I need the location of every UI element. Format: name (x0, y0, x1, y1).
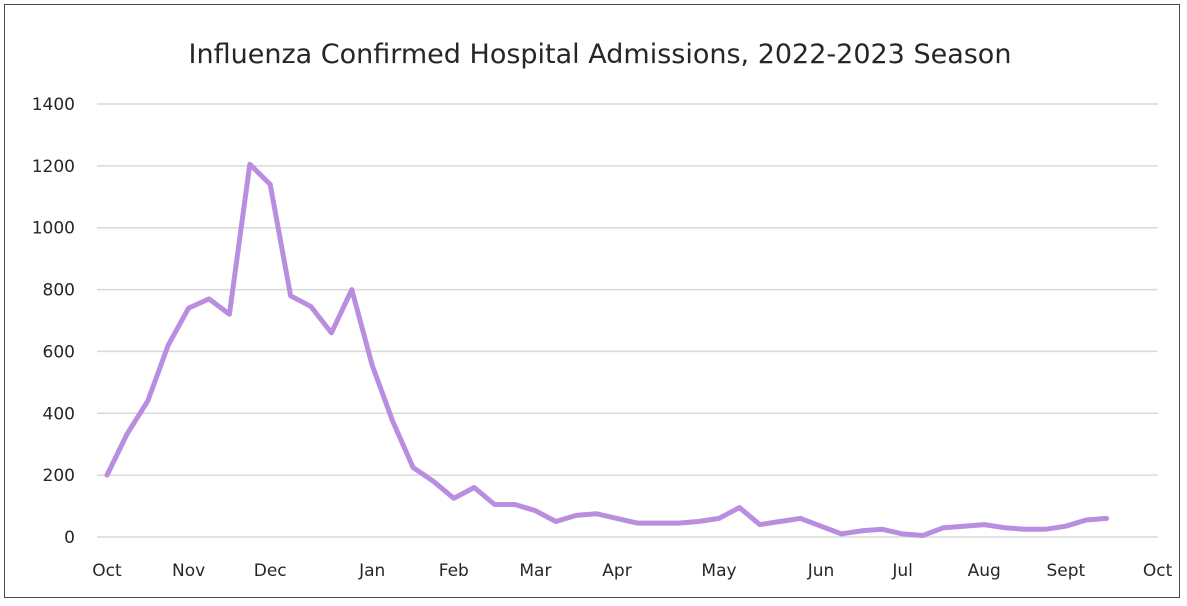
y-tick-label: 400 (43, 404, 75, 424)
y-tick-label: 1400 (32, 95, 75, 115)
x-tick-label: Aug (968, 561, 1001, 581)
chart-title: Influenza Confirmed Hospital Admissions,… (189, 39, 1012, 70)
y-tick-label: 1200 (32, 157, 75, 177)
y-tick-label: 800 (43, 281, 75, 301)
x-tick-label: Dec (254, 561, 287, 581)
x-tick-label: Jan (358, 561, 385, 581)
x-tick-label: Mar (519, 561, 551, 581)
y-tick-label: 600 (43, 342, 75, 362)
y-axis-ticks: 0 200 400 600 800 1000 1200 1400 (32, 95, 75, 548)
x-tick-label: May (701, 561, 736, 581)
y-tick-label: 200 (43, 466, 75, 486)
y-tick-label: 1000 (32, 219, 75, 239)
x-tick-label: Feb (439, 561, 469, 581)
x-tick-label: Apr (602, 561, 631, 581)
series-layer (104, 161, 1110, 538)
y-tick-label: 0 (64, 528, 75, 548)
x-tick-label: Oct (1143, 561, 1173, 581)
x-tick-label: Sept (1046, 561, 1085, 581)
x-tick-label: Jul (891, 561, 913, 581)
series-line-0 (104, 161, 1110, 538)
x-tick-label: Jun (807, 561, 835, 581)
gridlines (97, 103, 1158, 538)
x-tick-label: Oct (92, 561, 122, 581)
x-axis-ticks: Oct Nov Dec Jan Feb Mar Apr May Jun Jul Aug Sept Oct (92, 561, 1172, 581)
x-tick-label: Nov (172, 561, 205, 581)
